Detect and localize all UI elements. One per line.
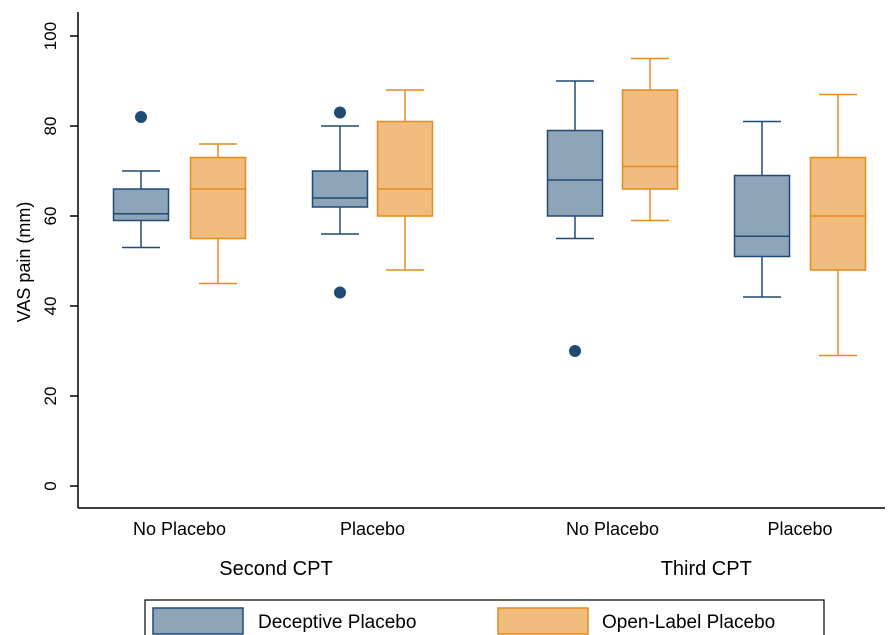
y-axis-title: VAS pain (mm) [14,202,34,323]
group-label: Third CPT [661,558,752,580]
category-label: No Placebo [566,519,659,539]
category-label: Placebo [767,519,832,539]
box-plot [189,143,247,285]
box-plot [733,120,791,298]
category-label: No Placebo [133,519,226,539]
box-plot [311,106,369,299]
y-tick-label: 40 [41,297,60,316]
y-tick-label: 100 [41,22,60,50]
group-label: Second CPT [219,558,332,580]
legend-label: Open-Label Placebo [602,612,775,633]
iqr-box [733,174,791,258]
box-plot [112,111,170,249]
iqr-box [809,156,867,271]
iqr-box [546,129,604,217]
outlier-point [135,111,147,123]
y-axis-ticks: 0 20 40 60 80 100 [41,22,78,491]
category-label: Placebo [340,519,405,539]
iqr-box [311,170,369,208]
iqr-box [112,188,170,222]
legend-label: Deceptive Placebo [258,612,416,633]
box-plot [621,57,679,222]
iqr-box [376,120,434,217]
plot-area: 0 20 40 60 80 100 VAS pain (mm) No Placebo Pla… [14,12,885,580]
box-plot [809,93,867,357]
y-tick-label: 0 [41,481,60,490]
box-plot [546,80,604,357]
iqr-box [189,156,247,240]
box-plot [376,89,434,271]
outlier-point [569,345,581,357]
iqr-box [621,89,679,190]
y-tick-label: 80 [41,117,60,136]
boxes-layer [112,57,867,357]
outlier-point [334,106,346,119]
x-axis-labels: No Placebo Placebo Second CPT No Placebo Pla… [133,519,833,580]
y-tick-label: 20 [41,387,60,406]
legend-swatch [152,607,244,635]
legend-swatch [497,607,589,635]
outlier-point [334,286,346,299]
legend-frame [144,599,825,635]
y-tick-label: 60 [41,207,60,226]
legend: Deceptive Placebo Open-Label Placebo [144,599,825,635]
